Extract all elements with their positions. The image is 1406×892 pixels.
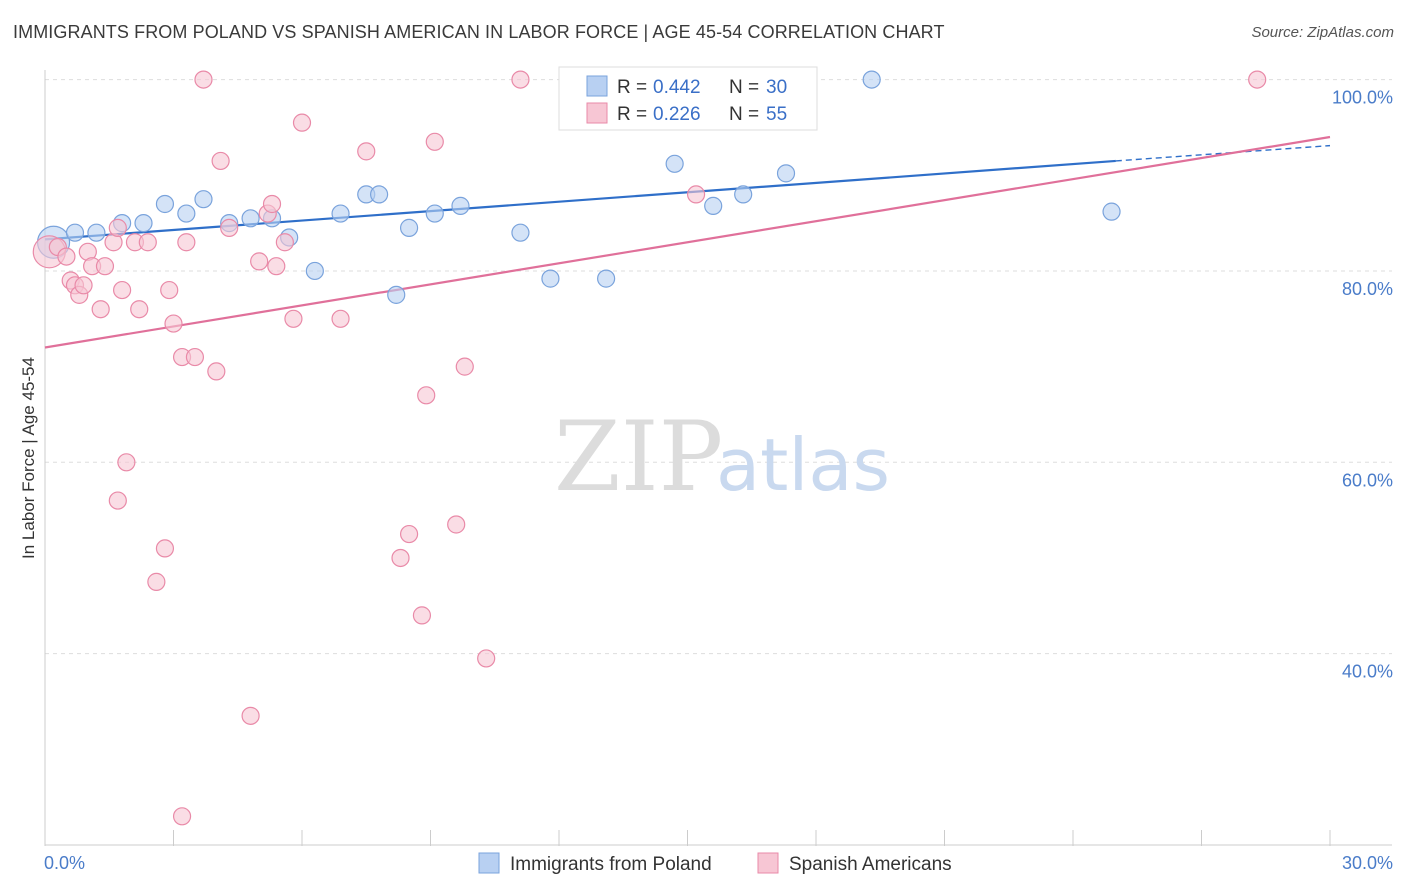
point-pink-25 (177, 233, 196, 252)
point-pink-9 (91, 300, 110, 319)
point-pink-20 (155, 539, 175, 558)
point-pink-40 (357, 142, 376, 161)
point-pink-15 (108, 491, 127, 510)
point-blue-7 (194, 190, 213, 209)
point-pink-35 (267, 257, 286, 276)
point-pink-27 (194, 70, 213, 89)
x-tick-label-1: 30.0% (1342, 853, 1393, 873)
point-pink-2 (57, 247, 76, 266)
tick-labels: 100.0% 80.0% 60.0% 40.0% 0.0% 30.0% (44, 88, 1393, 873)
point-blue-6 (177, 204, 196, 223)
point-pink-48 (477, 649, 496, 668)
point-blue-12 (305, 261, 324, 281)
point-blue-17 (399, 218, 419, 237)
legend-r-label-1: R = (617, 77, 647, 98)
point-pink-19 (147, 572, 166, 591)
point-pink-54 (1248, 70, 1267, 89)
point-blue-13 (331, 204, 350, 223)
legend-r-value-1: 0.442 (653, 77, 701, 98)
point-pink-45 (425, 132, 444, 151)
point-pink-37 (284, 309, 303, 328)
chart-title: IMMIGRANTS FROM POLAND VS SPANISH AMERIC… (13, 22, 945, 42)
point-pink-46 (447, 515, 466, 534)
legend-n-value-1: 30 (766, 77, 787, 98)
grid-lines (45, 79, 1392, 655)
point-blue-23 (665, 154, 684, 173)
point-blue-19 (451, 196, 470, 215)
top-legend: R = 0.442 N = 30 R = 0.226 N = 55 (558, 66, 818, 131)
y-tick-label-0: 100.0% (1332, 88, 1393, 108)
point-pink-41 (391, 548, 410, 568)
legend-n-label-1: N = (729, 77, 759, 98)
point-pink-28 (207, 362, 226, 381)
bottom-legend-swatch-blue (478, 852, 500, 874)
point-pink-47 (455, 357, 474, 376)
trend-lines (44, 135, 1331, 349)
point-pink-43 (412, 606, 432, 625)
bottom-legend: Immigrants from Poland Spanish Americans (478, 852, 952, 875)
point-blue-22 (597, 269, 616, 288)
y-tick-label-2: 60.0% (1342, 470, 1393, 490)
point-blue-21 (541, 269, 560, 288)
legend-n-label-2: N = (729, 104, 759, 125)
point-pink-36 (275, 233, 294, 252)
point-pink-14 (117, 453, 136, 472)
axes (44, 70, 1392, 846)
y-tick-label-1: 80.0% (1342, 279, 1393, 299)
legend-r-label-2: R = (617, 104, 647, 125)
point-pink-51 (686, 185, 706, 204)
point-pink-34 (262, 194, 282, 214)
point-pink-39 (331, 309, 350, 328)
point-pink-18 (138, 233, 157, 252)
watermark: ZIP atlas (554, 401, 890, 513)
point-blue-16 (387, 285, 406, 304)
legend-n-value-2: 55 (766, 104, 787, 125)
point-pink-32 (250, 252, 269, 271)
source-label: Source: ZipAtlas.com (1251, 24, 1394, 41)
point-blue-24 (704, 196, 723, 215)
point-pink-26 (185, 347, 205, 367)
point-blue-4 (134, 214, 153, 233)
x-tick-label-0: 0.0% (44, 853, 85, 873)
point-blue-5 (155, 194, 175, 214)
point-blue-28 (862, 70, 881, 89)
y-axis-title: In Labor Force | Age 45-54 (19, 357, 38, 559)
point-blue-20 (511, 223, 530, 242)
point-pink-10 (95, 257, 115, 276)
point-blue-29 (1102, 202, 1121, 221)
point-blue-26 (776, 164, 796, 183)
legend-r-value-2: 0.226 (653, 104, 701, 125)
trend-line-pink (44, 135, 1331, 349)
point-pink-21 (160, 280, 179, 300)
point-pink-38 (292, 113, 312, 132)
point-blue-18 (425, 204, 444, 223)
point-blue-9 (241, 209, 260, 228)
point-blue-2 (87, 223, 106, 242)
point-pink-22 (164, 314, 183, 333)
trend-line-extension-blue (1115, 144, 1331, 162)
point-pink-44 (417, 386, 436, 405)
legend-swatch-blue (586, 75, 608, 97)
watermark-atlas: atlas (716, 423, 890, 507)
bottom-legend-swatch-pink (757, 852, 779, 874)
point-pink-13 (112, 280, 132, 300)
point-pink-42 (399, 524, 419, 544)
point-blue-25 (734, 185, 753, 204)
bottom-legend-label-pink: Spanish Americans (789, 854, 952, 875)
bottom-legend-label-blue: Immigrants from Poland (510, 854, 712, 875)
point-blue-15 (370, 185, 389, 204)
legend-swatch-pink (586, 102, 608, 124)
point-pink-49 (511, 70, 530, 89)
watermark-zip: ZIP (554, 401, 723, 513)
y-tick-label-3: 40.0% (1342, 662, 1393, 682)
point-pink-12 (108, 218, 127, 237)
point-blue-1 (65, 223, 85, 242)
point-pink-29 (211, 151, 230, 171)
point-pink-6 (74, 276, 93, 295)
point-pink-31 (241, 706, 260, 725)
point-pink-24 (172, 807, 192, 826)
point-pink-30 (220, 218, 239, 237)
point-pink-17 (130, 300, 149, 319)
